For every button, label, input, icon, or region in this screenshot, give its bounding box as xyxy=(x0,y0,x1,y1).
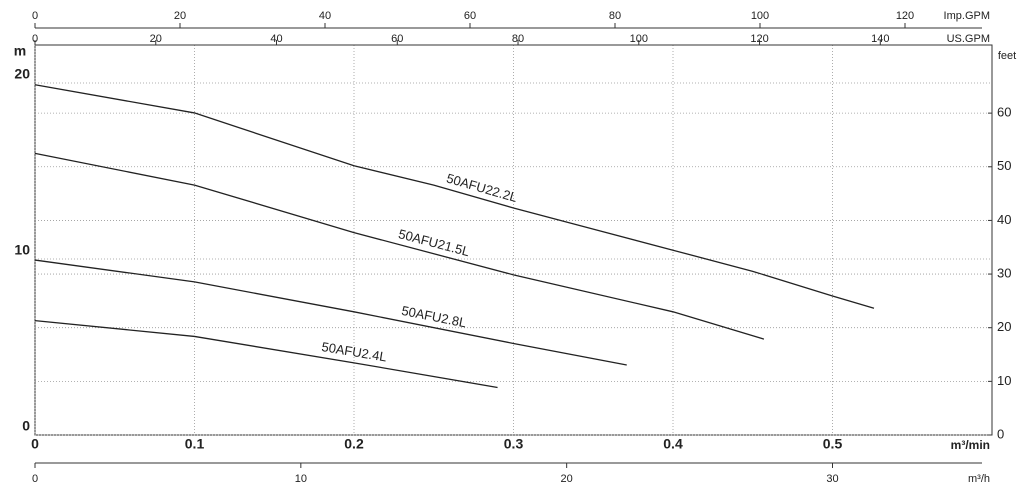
axis-tick-label: 20 xyxy=(150,33,162,45)
axis-tick-label: 80 xyxy=(609,10,621,22)
axis-label: m³/h xyxy=(968,473,990,485)
axis-tick-label: 100 xyxy=(751,10,769,22)
series-line xyxy=(34,152,765,340)
axis-tick-label: 100 xyxy=(630,33,648,45)
axis-tick-label: 60 xyxy=(464,10,476,22)
series-line xyxy=(34,84,875,309)
y2-tick-label: 10 xyxy=(997,373,1011,388)
x-tick-label: 0.2 xyxy=(344,436,364,452)
axis-tick-label: 120 xyxy=(896,10,914,22)
axis-tick-label: 40 xyxy=(319,10,331,22)
axis-tick-label: 0 xyxy=(32,473,38,485)
axis-tick-label: 20 xyxy=(561,473,573,485)
series-label: 50AFU22.2L xyxy=(445,171,519,206)
x-tick-label: 0.5 xyxy=(823,436,843,452)
axis-tick-label: 120 xyxy=(750,33,768,45)
y-tick-label: 0 xyxy=(22,418,30,434)
axis-tick-label: 0 xyxy=(32,10,38,22)
x-tick-label: 0.4 xyxy=(663,436,683,452)
series-line xyxy=(34,319,498,389)
x-tick-label: 0 xyxy=(31,436,39,452)
axis-label: Imp.GPM xyxy=(944,10,990,22)
x-tick-label: 0.3 xyxy=(504,436,524,452)
axis-label: US.GPM xyxy=(947,33,990,45)
y2-axis-label: feet xyxy=(998,50,1016,62)
y2-tick-label: 20 xyxy=(997,319,1011,334)
y2-tick-label: 60 xyxy=(997,105,1011,120)
axis-tick-label: 10 xyxy=(295,473,307,485)
x-tick-label: 0.1 xyxy=(185,436,205,452)
series-line xyxy=(34,259,627,366)
y-tick-label: 20 xyxy=(14,66,30,82)
y-axis-label: m xyxy=(14,43,26,59)
axis-tick-label: 20 xyxy=(174,10,186,22)
y2-tick-label: 50 xyxy=(997,158,1011,173)
axis-tick-label: 140 xyxy=(871,33,889,45)
y-tick-label: 10 xyxy=(14,242,30,258)
axis-tick-label: 30 xyxy=(826,473,838,485)
y2-tick-label: 30 xyxy=(997,266,1011,281)
series-label: 50AFU2.8L xyxy=(400,303,467,331)
y2-tick-label: 0 xyxy=(997,426,1004,441)
axis-tick-label: 0 xyxy=(32,33,38,45)
y2-tick-label: 40 xyxy=(997,212,1011,227)
axis-tick-label: 60 xyxy=(391,33,403,45)
axis-tick-label: 80 xyxy=(512,33,524,45)
axis-tick-label: 40 xyxy=(270,33,282,45)
x-axis-label: m³/min xyxy=(951,438,990,452)
